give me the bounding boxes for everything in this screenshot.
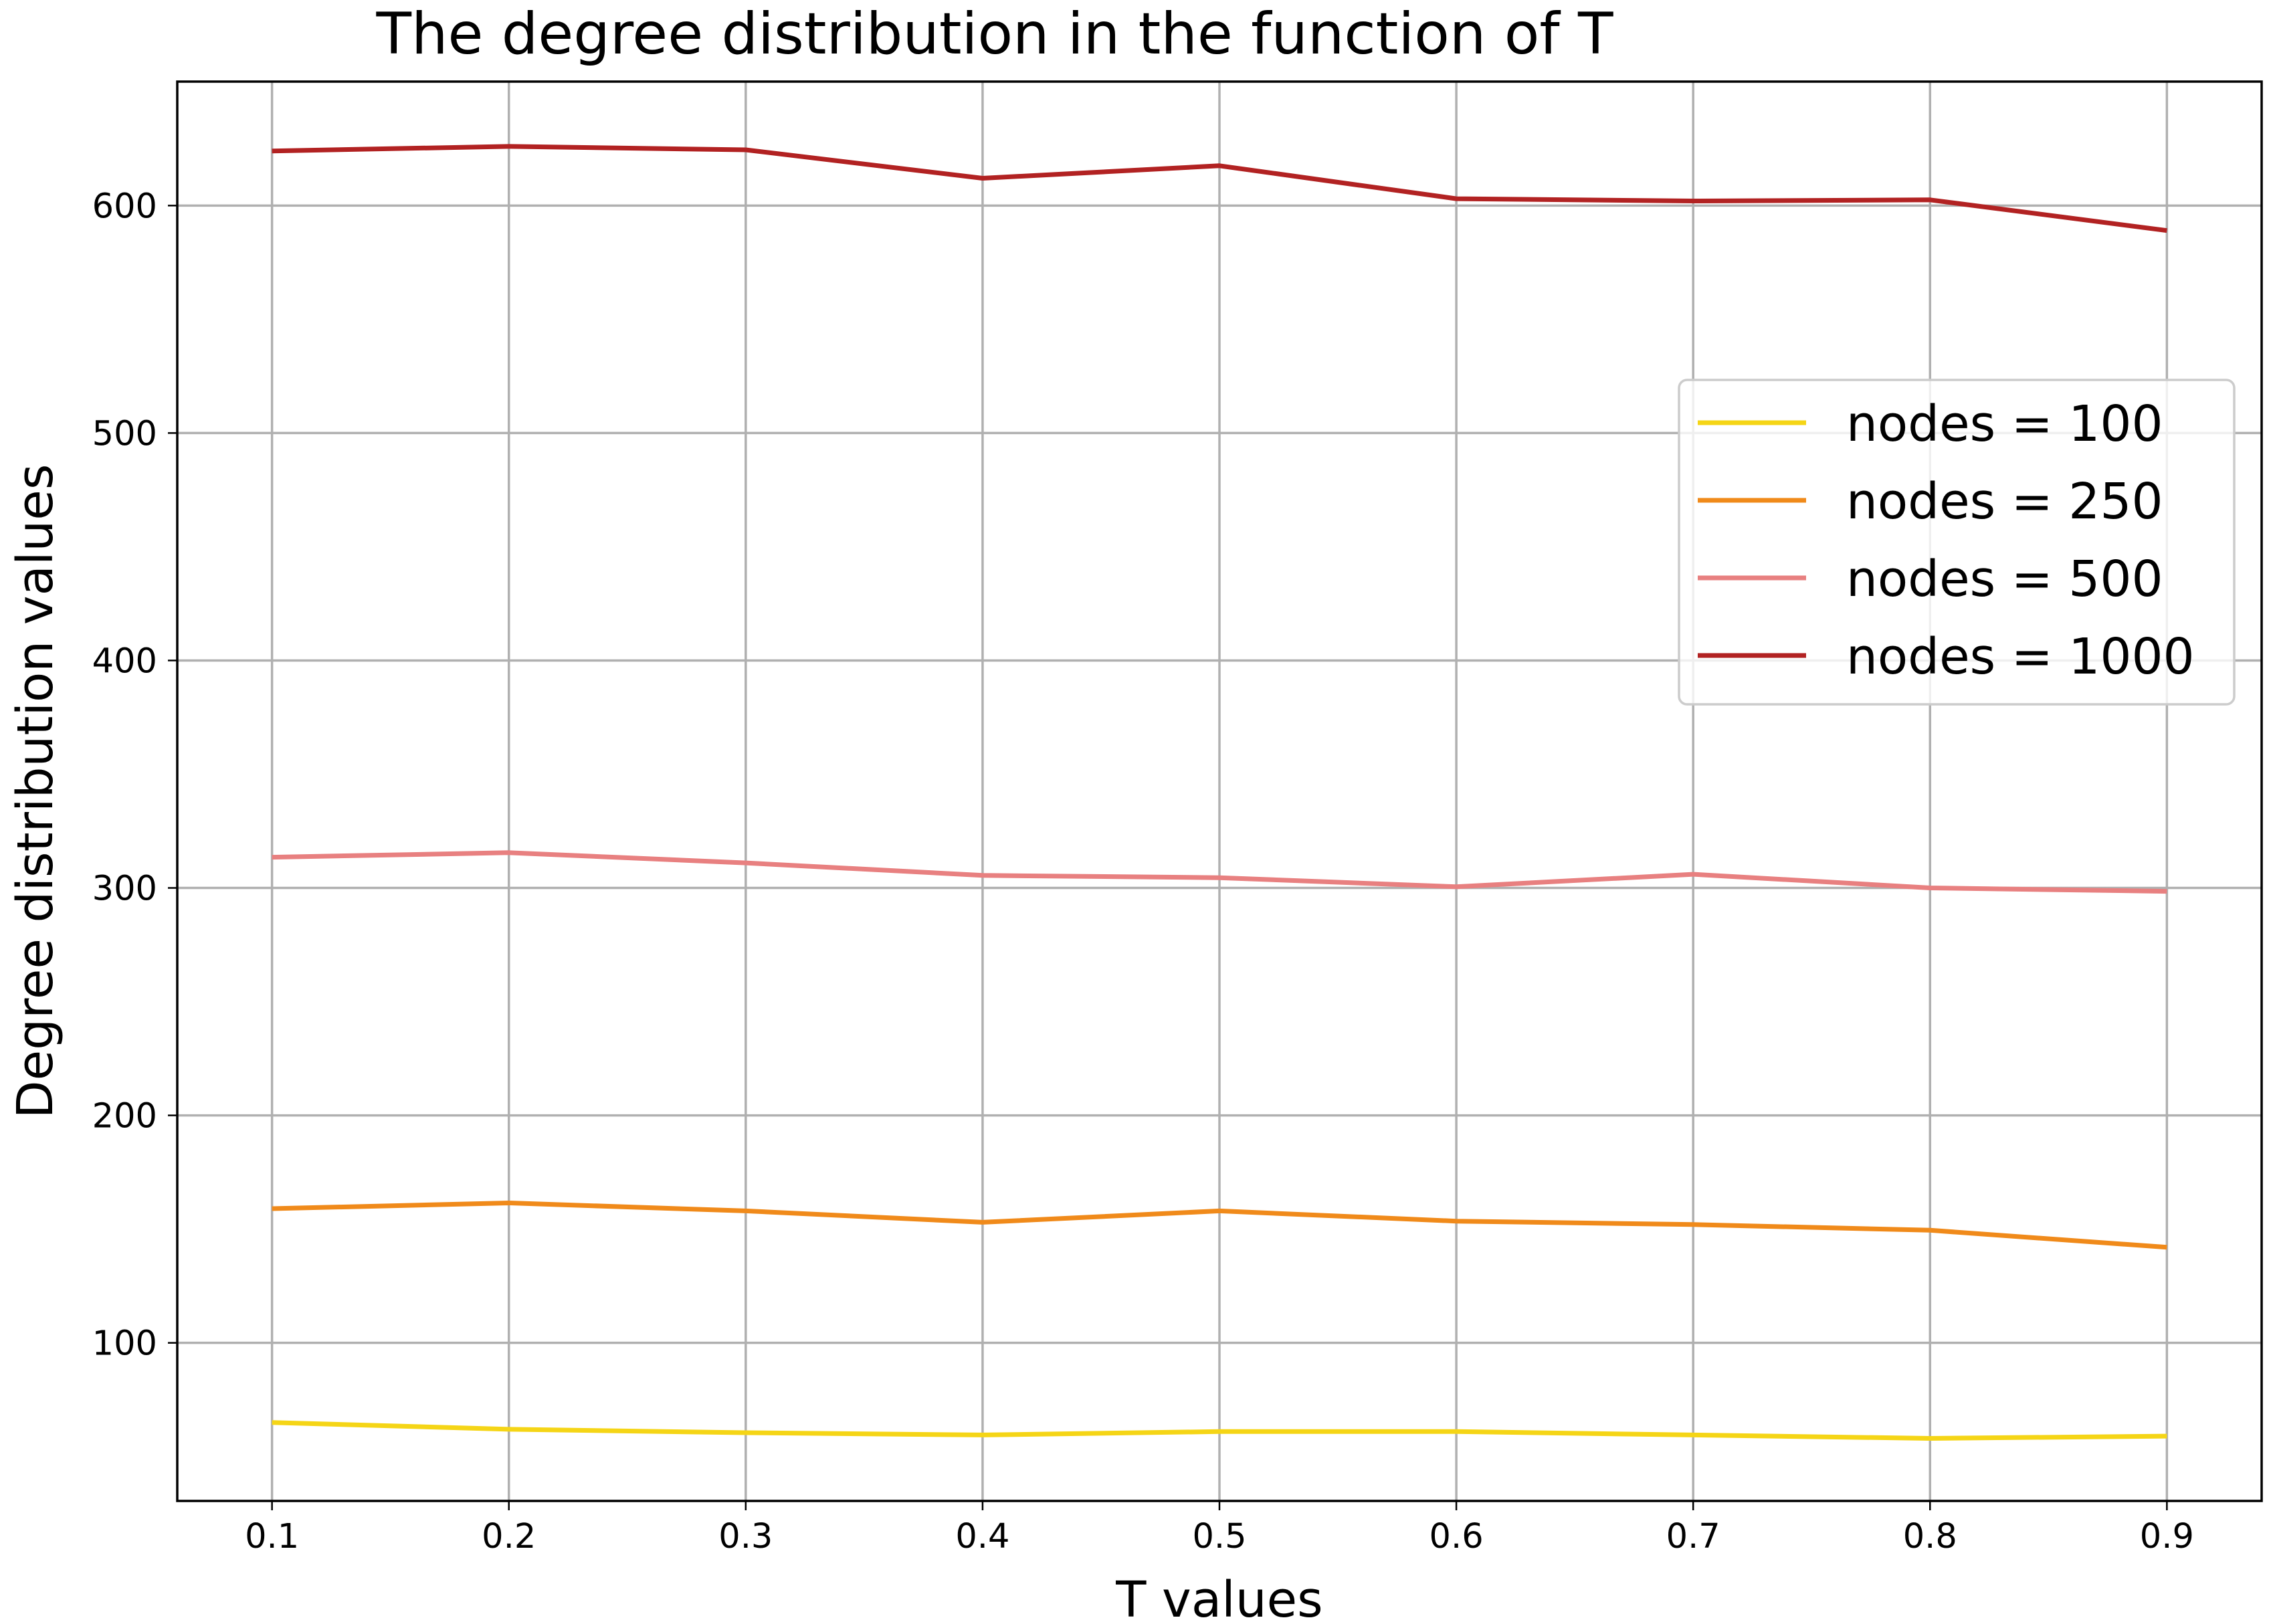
chart-title: The degree distribution in the function … bbox=[375, 1, 1613, 68]
axis-ticks: 0.1 0.2 0.3 0.4 0.5 0.6 0.7 0.8 0.9 100 200 300 400 5… bbox=[92, 187, 2194, 1556]
x-tick-label: 0.8 bbox=[1903, 1517, 1957, 1556]
y-tick-label: 400 bbox=[92, 641, 157, 681]
x-axis-label: T values bbox=[1115, 1571, 1322, 1624]
x-tick-label: 0.6 bbox=[1429, 1517, 1484, 1556]
series-line bbox=[272, 144, 2167, 233]
series-lines bbox=[272, 144, 2167, 1441]
x-tick-label: 0.5 bbox=[1192, 1517, 1246, 1556]
y-tick-label: 300 bbox=[92, 870, 157, 909]
series-line bbox=[272, 850, 2167, 894]
x-tick-label: 0.3 bbox=[718, 1517, 773, 1556]
legend-label: nodes = 250 bbox=[1846, 473, 2163, 530]
legend-label: nodes = 500 bbox=[1846, 550, 2163, 608]
x-tick-label: 0.2 bbox=[482, 1517, 536, 1556]
x-tick-label: 0.4 bbox=[955, 1517, 1009, 1556]
legend-items: nodes = 100 nodes = 250 nodes = 500 nodes =… bbox=[1698, 395, 2195, 686]
series-line bbox=[272, 1420, 2167, 1441]
y-axis-label: Degree distribution values bbox=[7, 464, 64, 1119]
legend: nodes = 100 nodes = 250 nodes = 500 nodes =… bbox=[1678, 379, 2236, 706]
series-line bbox=[272, 1201, 2167, 1250]
y-tick-label: 100 bbox=[92, 1324, 157, 1364]
legend-box bbox=[1678, 379, 2236, 706]
y-tick-label: 500 bbox=[92, 414, 157, 453]
y-tick-label: 200 bbox=[92, 1097, 157, 1136]
legend-label: nodes = 1000 bbox=[1846, 628, 2195, 686]
legend-label: nodes = 100 bbox=[1846, 395, 2163, 453]
y-tick-label: 600 bbox=[92, 187, 157, 226]
x-tick-label: 0.7 bbox=[1666, 1517, 1720, 1556]
x-tick-label: 0.1 bbox=[245, 1517, 299, 1556]
x-tick-label: 0.9 bbox=[2140, 1517, 2194, 1556]
